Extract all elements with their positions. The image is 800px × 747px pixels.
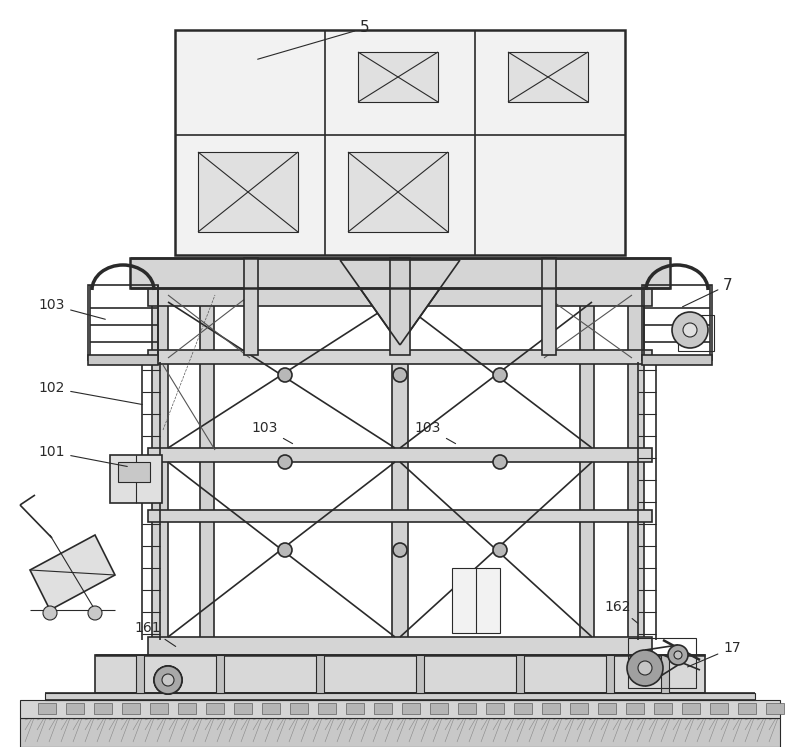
Polygon shape — [30, 535, 115, 610]
Bar — [148, 637, 652, 655]
Bar — [738, 703, 756, 714]
Text: 103: 103 — [252, 421, 293, 444]
Bar — [628, 638, 696, 688]
Text: 162: 162 — [605, 600, 638, 623]
Text: 103: 103 — [39, 298, 106, 319]
Circle shape — [668, 645, 688, 665]
Text: 17: 17 — [687, 641, 741, 667]
Bar — [148, 510, 652, 522]
Bar — [402, 703, 420, 714]
Bar — [710, 703, 728, 714]
Bar — [94, 703, 112, 714]
Circle shape — [154, 666, 182, 694]
Circle shape — [278, 368, 292, 382]
Circle shape — [674, 651, 682, 659]
Bar — [346, 703, 364, 714]
Bar — [206, 703, 224, 714]
Bar — [654, 703, 672, 714]
Bar — [458, 703, 476, 714]
Bar — [626, 703, 644, 714]
Bar — [452, 568, 500, 633]
Circle shape — [393, 543, 407, 557]
Bar — [358, 52, 438, 102]
Text: 102: 102 — [39, 381, 142, 404]
Bar — [130, 258, 670, 288]
Circle shape — [683, 323, 697, 337]
Bar — [20, 718, 780, 747]
Bar — [198, 152, 298, 232]
Bar — [148, 288, 652, 306]
Circle shape — [393, 368, 407, 382]
Bar — [95, 655, 705, 693]
Bar — [542, 703, 560, 714]
Bar — [66, 703, 84, 714]
Bar — [416, 655, 424, 693]
Bar — [766, 703, 784, 714]
Bar — [136, 655, 144, 693]
Bar — [516, 655, 524, 693]
Circle shape — [672, 312, 708, 348]
Bar — [110, 455, 162, 503]
Bar — [514, 703, 532, 714]
Bar — [642, 285, 712, 360]
Bar — [216, 655, 224, 693]
Polygon shape — [340, 260, 460, 345]
Text: 101: 101 — [38, 445, 127, 466]
Bar — [628, 295, 644, 655]
Bar — [262, 703, 280, 714]
Circle shape — [493, 455, 507, 469]
Bar — [88, 355, 158, 365]
Bar — [682, 703, 700, 714]
Bar — [178, 703, 196, 714]
Circle shape — [278, 455, 292, 469]
Bar — [148, 448, 652, 462]
Bar — [318, 703, 336, 714]
Bar — [122, 703, 140, 714]
Bar — [661, 655, 669, 693]
Bar — [244, 258, 258, 355]
Bar — [38, 703, 56, 714]
Circle shape — [638, 661, 652, 675]
Text: 103: 103 — [415, 421, 455, 444]
Circle shape — [278, 543, 292, 557]
Bar — [606, 655, 614, 693]
Bar — [290, 703, 308, 714]
Bar — [150, 703, 168, 714]
Bar — [148, 350, 652, 364]
Circle shape — [493, 368, 507, 382]
Circle shape — [493, 543, 507, 557]
Bar — [118, 462, 150, 482]
Bar — [392, 295, 408, 655]
Bar — [598, 703, 616, 714]
Bar — [642, 355, 712, 365]
Bar — [20, 700, 780, 718]
Circle shape — [162, 674, 174, 686]
Circle shape — [88, 606, 102, 620]
Bar — [152, 295, 168, 655]
Bar — [200, 295, 214, 655]
Bar — [316, 655, 324, 693]
Bar — [486, 703, 504, 714]
Text: 7: 7 — [682, 277, 733, 307]
Bar — [508, 52, 588, 102]
Bar — [678, 315, 714, 351]
Bar — [542, 258, 556, 355]
Bar — [390, 258, 410, 355]
Circle shape — [43, 606, 57, 620]
Bar — [175, 30, 625, 255]
Bar — [570, 703, 588, 714]
Text: 5: 5 — [258, 20, 370, 59]
Bar — [374, 703, 392, 714]
Circle shape — [627, 650, 663, 686]
Bar — [348, 152, 448, 232]
Bar — [580, 295, 594, 655]
Bar — [45, 693, 755, 700]
Bar — [88, 285, 158, 360]
Bar — [430, 703, 448, 714]
Bar — [234, 703, 252, 714]
Text: 161: 161 — [134, 621, 176, 646]
